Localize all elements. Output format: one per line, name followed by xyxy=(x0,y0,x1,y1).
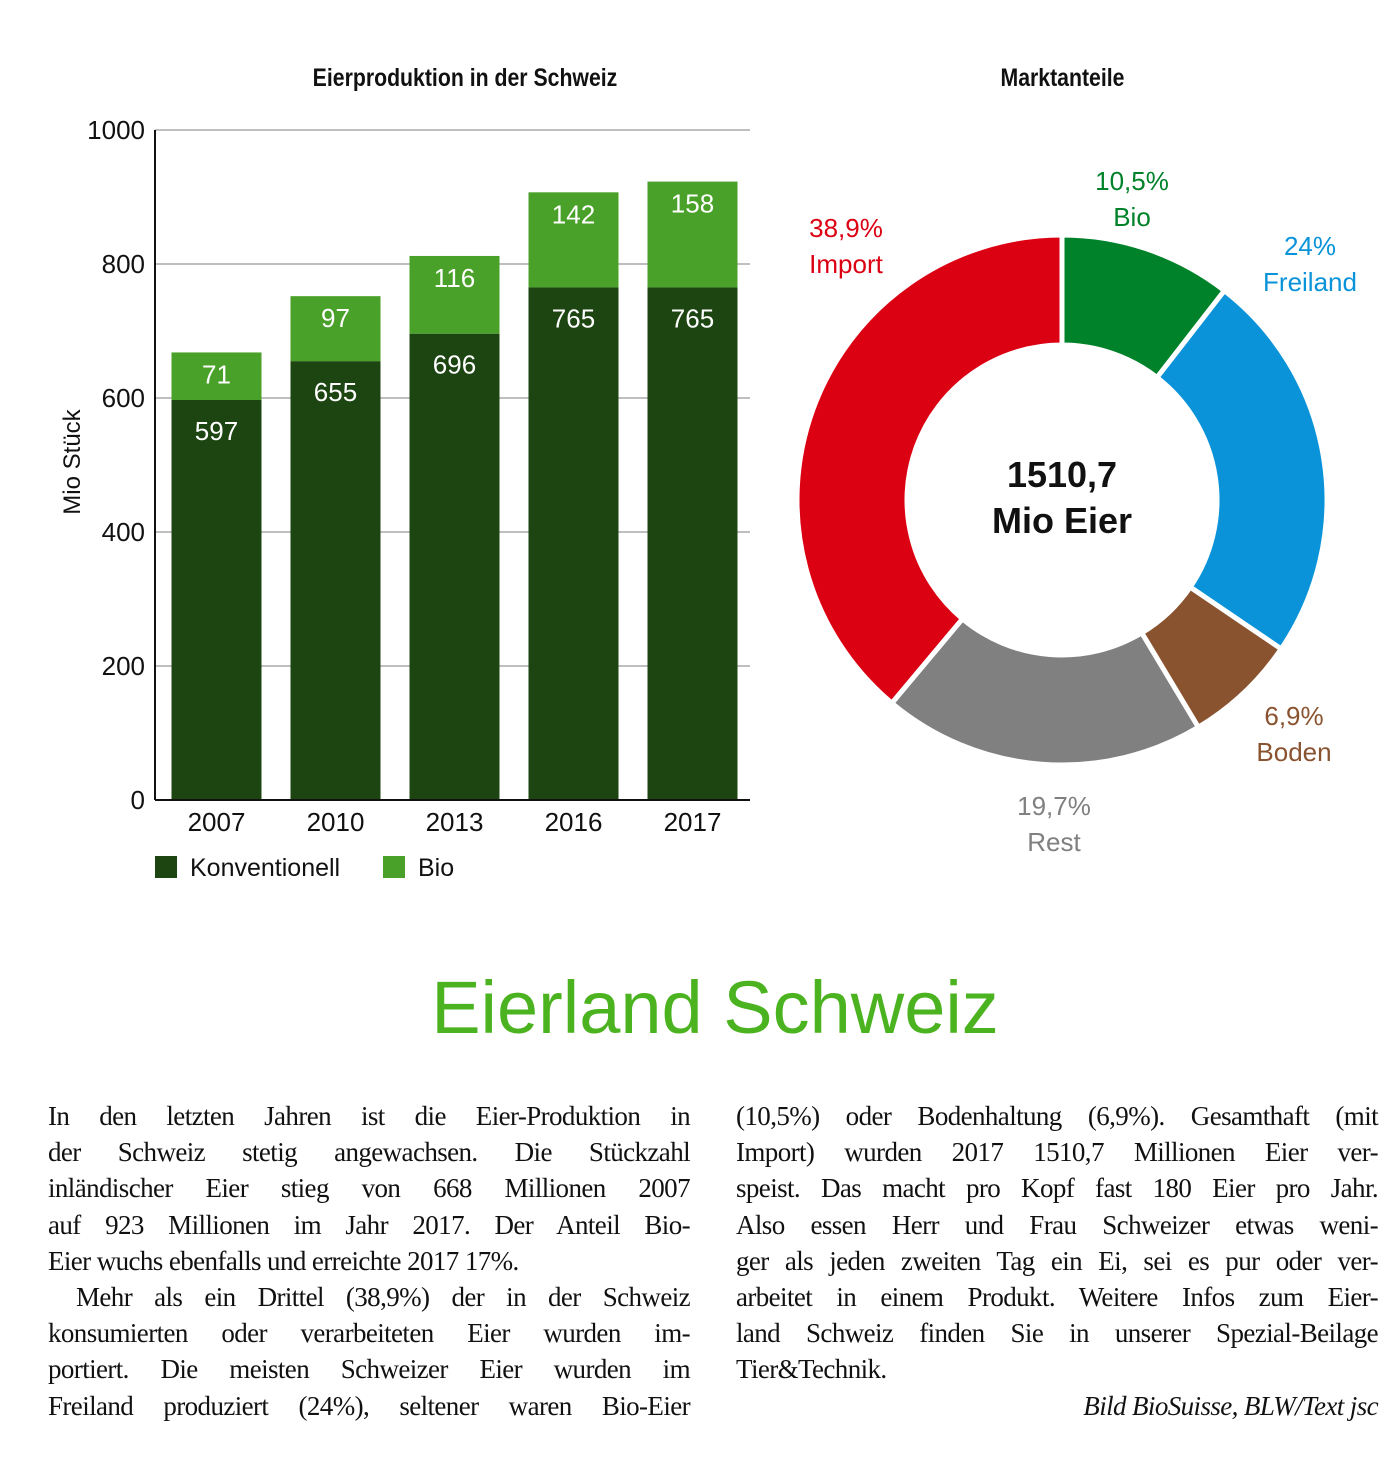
y-tick-label: 1000 xyxy=(87,115,145,145)
legend-label-konventionell: Konventionell xyxy=(190,854,340,882)
data-label: 765 xyxy=(671,303,714,333)
donut-slice-import xyxy=(794,232,1065,707)
data-label: 142 xyxy=(552,199,595,229)
bar-konventionell-2016 xyxy=(528,287,619,800)
slice-percent-import: 38,9% xyxy=(809,213,883,243)
article-headline: Eierland Schweiz xyxy=(431,966,999,1049)
x-tick-label: 2016 xyxy=(545,807,603,837)
data-label: 765 xyxy=(552,303,595,333)
slice-percent-bio: 10,5% xyxy=(1095,166,1169,196)
charts-canvas: 0 200 400 600 800 1000 597 71 2007 655 97 2010 696 11… xyxy=(59,115,1357,882)
bar-bio-2010 xyxy=(290,296,381,362)
x-tick-label: 2007 xyxy=(188,807,246,837)
donut-slice-rest xyxy=(888,615,1202,768)
text-line: (10,5%) oder Bodenhaltung (6,9%). Gesamt… xyxy=(736,1101,1379,1131)
x-tick-label: 2010 xyxy=(307,807,365,837)
donut-chart-title: Marktanteile xyxy=(1000,64,1125,92)
text-line: auf 923 Millionen im Jahr 2017. Der Ante… xyxy=(48,1209,691,1240)
text-line: Tier&Technik. xyxy=(736,1354,887,1385)
bar-bio-2013 xyxy=(409,255,500,334)
y-tick-label: 600 xyxy=(102,383,145,413)
data-label: 158 xyxy=(671,189,714,219)
slice-percent-boden: 6,9% xyxy=(1264,701,1323,731)
y-tick-label: 200 xyxy=(102,651,145,681)
slice-name-import: Import xyxy=(809,249,883,279)
photo-credit: Bild BioSuisse, BLW/Text jsc xyxy=(1083,1390,1378,1421)
text-line: konsumierten oder verarbeiteten Eier wur… xyxy=(48,1318,691,1349)
donut-center-total: 1510,7 xyxy=(1007,454,1117,495)
y-axis-label: Mio Stück xyxy=(59,408,86,514)
article-column-left: In den letzten Jahren ist die Eier-Produ… xyxy=(48,1098,691,1424)
slice-percent-freiland: 24% xyxy=(1284,231,1336,261)
slice-percent-rest: 19,7% xyxy=(1017,791,1091,821)
text-line: Import) wurden 2017 1510,7 Millionen Eie… xyxy=(736,1137,1379,1168)
text-line: land Schweiz finden Sie in unserer Spezi… xyxy=(736,1318,1379,1349)
slice-name-rest: Rest xyxy=(1027,827,1081,857)
text-line: speist. Das macht pro Kopf fast 180 Eier… xyxy=(736,1173,1379,1204)
data-label: 71 xyxy=(202,359,231,389)
bar-bio-2016 xyxy=(528,192,619,288)
text-line: Also essen Herr und Frau Schweizer etwas… xyxy=(736,1209,1379,1240)
donut-slice-freiland xyxy=(1153,287,1330,653)
data-label: 116 xyxy=(434,263,475,293)
bar-konventionell-2017 xyxy=(647,287,738,800)
y-tick-label: 800 xyxy=(102,249,145,279)
bar-konventionell-2013 xyxy=(409,333,500,800)
slice-name-bio: Bio xyxy=(1113,202,1151,232)
text-line: Freiland produziert (24%), seltener ware… xyxy=(48,1390,691,1421)
text-line: inländischer Eier stieg von 668 Millione… xyxy=(48,1173,691,1204)
data-label: 655 xyxy=(314,377,357,407)
legend-label-bio: Bio xyxy=(418,854,454,882)
legend-swatch-bio xyxy=(383,856,405,878)
bar-chart-title: Eierproduktion in der Schweiz xyxy=(312,64,618,92)
x-tick-label: 2017 xyxy=(664,807,722,837)
legend-swatch-konventionell xyxy=(155,856,177,878)
bar-bio-2017 xyxy=(647,181,738,288)
text-line: arbeitet in einem Produkt. Weitere Infos… xyxy=(736,1281,1379,1312)
text-line: der Schweiz stetig angewachsen. Die Stüc… xyxy=(48,1137,691,1168)
slice-name-boden: Boden xyxy=(1256,737,1331,767)
bar-konventionell-2007 xyxy=(171,400,262,800)
slice-name-freiland: Freiland xyxy=(1263,267,1357,297)
text-line: Mehr als ein Drittel (38,9%) der in der … xyxy=(76,1281,691,1312)
data-label: 597 xyxy=(195,416,238,446)
data-label: 696 xyxy=(433,350,476,380)
text-line: ger als jeden zweiten Tag ein Ei, sei es… xyxy=(736,1245,1379,1276)
text-line: Eier wuchs ebenfalls und erreichte 2017 … xyxy=(48,1245,519,1276)
article-column-right: (10,5%) oder Bodenhaltung (6,9%). Gesamt… xyxy=(736,1098,1379,1424)
bar-konventionell-2010 xyxy=(290,361,381,800)
y-tick-label: 400 xyxy=(102,517,145,547)
text-line: portiert. Die meisten Schweizer Eier wur… xyxy=(48,1354,691,1385)
data-label: 97 xyxy=(321,303,350,333)
y-tick-label: 0 xyxy=(131,785,145,815)
bar-bio-2007 xyxy=(171,352,262,401)
donut-center-unit: Mio Eier xyxy=(992,500,1132,541)
x-tick-label: 2013 xyxy=(426,807,484,837)
text-line: In den letzten Jahren ist die Eier-Produ… xyxy=(48,1101,691,1131)
